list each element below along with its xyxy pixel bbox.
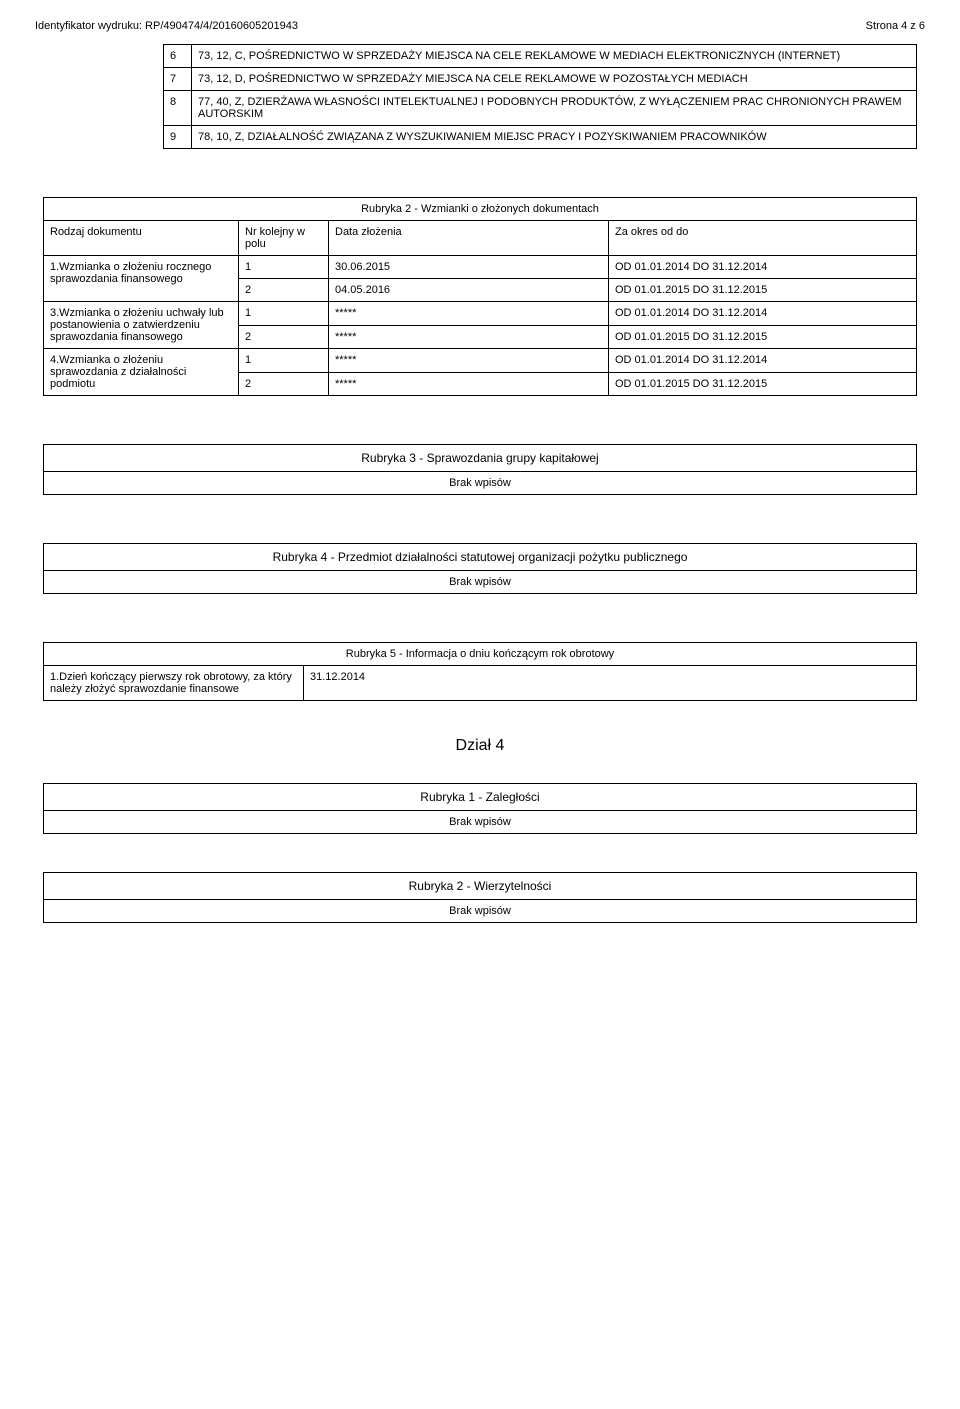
table-row: 1.Wzmianka o złożeniu rocznego sprawozda…: [44, 256, 917, 279]
dzial4-r2-title: Rubryka 2 - Wierzytelności: [43, 872, 917, 900]
table-row: 8 77, 40, Z, DZIERŻAWA WŁASNOŚCI INTELEK…: [164, 91, 917, 126]
rubryka2-title: Rubryka 2 - Wzmianki o złożonych dokumen…: [44, 198, 917, 221]
dzial4-title: Dział 4: [43, 737, 917, 755]
period: OD 01.01.2015 DO 31.12.2015: [609, 325, 917, 349]
rubryka3-empty: Brak wpisów: [43, 472, 917, 495]
row-num: 6: [164, 45, 192, 68]
date: 04.05.2016: [329, 279, 609, 302]
date: *****: [329, 349, 609, 373]
doc-type: 1.Wzmianka o złożeniu rocznego sprawozda…: [44, 256, 239, 302]
page-number: Strona 4 z 6: [866, 20, 925, 32]
activities-table: 6 73, 12, C, POŚREDNICTWO W SPRZEDAŻY MI…: [163, 44, 917, 149]
period: OD 01.01.2014 DO 31.12.2014: [609, 302, 917, 326]
date: *****: [329, 302, 609, 326]
col-header: Za okres od do: [609, 221, 917, 256]
date: 30.06.2015: [329, 256, 609, 279]
seq-num: 2: [239, 325, 329, 349]
col-header: Data złożenia: [329, 221, 609, 256]
table-row: 9 78, 10, Z, DZIAŁALNOŚĆ ZWIĄZANA Z WYSZ…: [164, 126, 917, 149]
col-header: Rodzaj dokumentu: [44, 221, 239, 256]
row-num: 9: [164, 126, 192, 149]
row-num: 8: [164, 91, 192, 126]
table-row: 7 73, 12, D, POŚREDNICTWO W SPRZEDAŻY MI…: [164, 68, 917, 91]
period: OD 01.01.2014 DO 31.12.2014: [609, 349, 917, 373]
col-header: Nr kolejny w polu: [239, 221, 329, 256]
rubryka4-title: Rubryka 4 - Przedmiot działalności statu…: [43, 543, 917, 571]
seq-num: 2: [239, 372, 329, 396]
row-text: 77, 40, Z, DZIERŻAWA WŁASNOŚCI INTELEKTU…: [192, 91, 917, 126]
rubryka2-table: Rubryka 2 - Wzmianki o złożonych dokumen…: [43, 197, 917, 396]
dzial4-r2-empty: Brak wpisów: [43, 900, 917, 923]
date: *****: [329, 372, 609, 396]
rubryka5-value: 31.12.2014: [304, 666, 917, 701]
rubryka4-empty: Brak wpisów: [43, 571, 917, 594]
row-num: 7: [164, 68, 192, 91]
row-text: 78, 10, Z, DZIAŁALNOŚĆ ZWIĄZANA Z WYSZUK…: [192, 126, 917, 149]
row-text: 73, 12, D, POŚREDNICTWO W SPRZEDAŻY MIEJ…: [192, 68, 917, 91]
row-text: 73, 12, C, POŚREDNICTWO W SPRZEDAŻY MIEJ…: [192, 45, 917, 68]
seq-num: 1: [239, 349, 329, 373]
rubryka5-label: 1.Dzień kończący pierwszy rok obrotowy, …: [44, 666, 304, 701]
rubryka5-title: Rubryka 5 - Informacja o dniu kończącym …: [44, 643, 917, 666]
period: OD 01.01.2015 DO 31.12.2015: [609, 372, 917, 396]
dzial4-r1-title: Rubryka 1 - Zaległości: [43, 783, 917, 811]
doc-type: 4.Wzmianka o złożeniu sprawozdania z dzi…: [44, 349, 239, 396]
rubryka3-title: Rubryka 3 - Sprawozdania grupy kapitałow…: [43, 444, 917, 472]
date: *****: [329, 325, 609, 349]
doc-type: 3.Wzmianka o złożeniu uchwały lub postan…: [44, 302, 239, 349]
seq-num: 1: [239, 256, 329, 279]
table-row: 4.Wzmianka o złożeniu sprawozdania z dzi…: [44, 349, 917, 373]
seq-num: 1: [239, 302, 329, 326]
period: OD 01.01.2014 DO 31.12.2014: [609, 256, 917, 279]
table-row: 3.Wzmianka o złożeniu uchwały lub postan…: [44, 302, 917, 326]
dzial4-r1-empty: Brak wpisów: [43, 811, 917, 834]
print-id: Identyfikator wydruku: RP/490474/4/20160…: [35, 20, 298, 32]
seq-num: 2: [239, 279, 329, 302]
period: OD 01.01.2015 DO 31.12.2015: [609, 279, 917, 302]
table-row: 6 73, 12, C, POŚREDNICTWO W SPRZEDAŻY MI…: [164, 45, 917, 68]
rubryka5-table: Rubryka 5 - Informacja o dniu kończącym …: [43, 642, 917, 701]
